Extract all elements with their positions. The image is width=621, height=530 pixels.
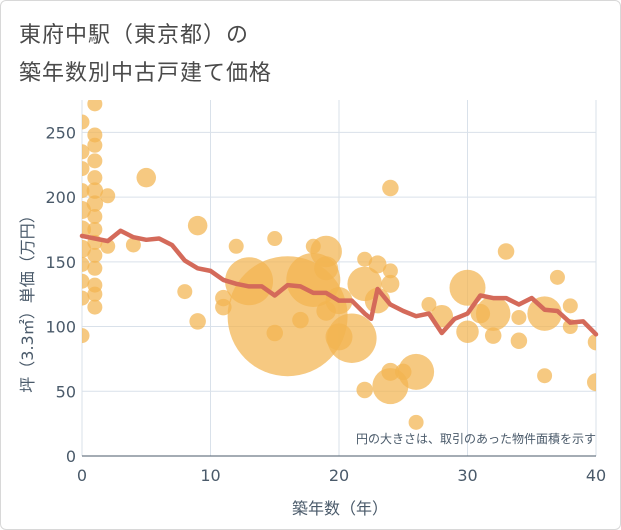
bubble-point	[484, 327, 502, 344]
y-tick-label: 200	[45, 188, 76, 207]
bubble-point	[449, 269, 486, 306]
y-tick-label: 250	[45, 123, 76, 142]
bubble-point	[327, 313, 377, 363]
bubble-point	[537, 368, 553, 384]
bubble-point	[87, 221, 103, 237]
x-tick-label: 30	[457, 466, 477, 485]
x-axis-label: 築年数（年）	[292, 499, 388, 518]
bubble-point	[511, 309, 527, 325]
x-tick-label: 0	[77, 466, 87, 485]
bubble-point	[87, 260, 103, 276]
bubble-point	[82, 114, 90, 130]
bubble-point	[82, 161, 90, 177]
bubble-point	[408, 414, 424, 430]
bubble-point	[82, 290, 90, 306]
bubble-point	[189, 313, 206, 330]
bubble-point	[82, 220, 91, 239]
chart-title-line-2: 築年数別中古戸建て価格	[19, 61, 273, 86]
y-tick-label: 100	[45, 318, 76, 337]
axis-ticks: 0 10 20 30 40 0 50 100 150 200 250	[45, 123, 606, 485]
bubble-point	[87, 209, 103, 225]
bubble-point	[136, 167, 156, 188]
bubble-point	[382, 179, 399, 197]
bubble-point	[125, 237, 141, 253]
bubble-point	[475, 296, 511, 331]
bubble-point	[86, 182, 104, 199]
bubble-point	[87, 153, 103, 169]
bubble-point	[177, 284, 193, 300]
bubble-point	[87, 170, 103, 186]
bubble-point	[82, 328, 90, 344]
bubble-point	[82, 273, 90, 289]
bubble-point	[87, 299, 103, 315]
bubble-point	[527, 296, 562, 331]
bubble-point	[87, 127, 103, 143]
x-tick-label: 20	[329, 466, 349, 485]
bubble-point	[587, 373, 596, 392]
bubble-point	[356, 381, 373, 399]
y-tick-label: 0	[66, 447, 76, 466]
bubble-point	[456, 320, 479, 343]
bubble-point	[497, 243, 515, 260]
bubble-point	[87, 286, 103, 302]
chart-title-line-1: 東府中駅（東京都）の	[19, 23, 250, 48]
x-tick-label: 10	[200, 466, 220, 485]
bubble-point	[87, 137, 103, 153]
bubble-point	[381, 274, 400, 293]
bubble-point	[267, 231, 283, 247]
x-tick-label: 40	[586, 466, 606, 485]
bubble-point	[87, 247, 103, 263]
bubble-point	[228, 238, 244, 254]
bubble-point	[398, 353, 435, 390]
bubble-point	[187, 215, 208, 236]
bubble-point	[86, 195, 104, 212]
bubble-point	[314, 256, 339, 281]
bubble-point	[510, 332, 528, 350]
bubble-point	[587, 333, 596, 351]
bubble-point	[549, 269, 565, 285]
bubble-point	[87, 100, 103, 112]
y-axis-label: 坪（3.3㎡）単価（万円）	[18, 207, 37, 392]
bubble-point	[357, 251, 373, 267]
y-tick-label: 50	[56, 382, 76, 401]
bubble-point	[215, 298, 232, 316]
bubble-point	[100, 188, 116, 204]
average-price-line	[79, 228, 599, 337]
y-tick-label: 150	[45, 253, 76, 272]
bubble-point	[82, 256, 90, 272]
bubble-point	[292, 311, 309, 329]
bubble-point	[562, 298, 578, 314]
bubble-series	[82, 100, 596, 430]
bubble-point	[421, 297, 437, 313]
bubble-size-note: 円の大きさは、取引のあった物件面積を示す	[356, 431, 596, 446]
bubble-point	[382, 263, 398, 279]
bubble-point	[368, 255, 387, 274]
average-line-series	[79, 228, 599, 337]
bubble-point	[82, 144, 90, 160]
